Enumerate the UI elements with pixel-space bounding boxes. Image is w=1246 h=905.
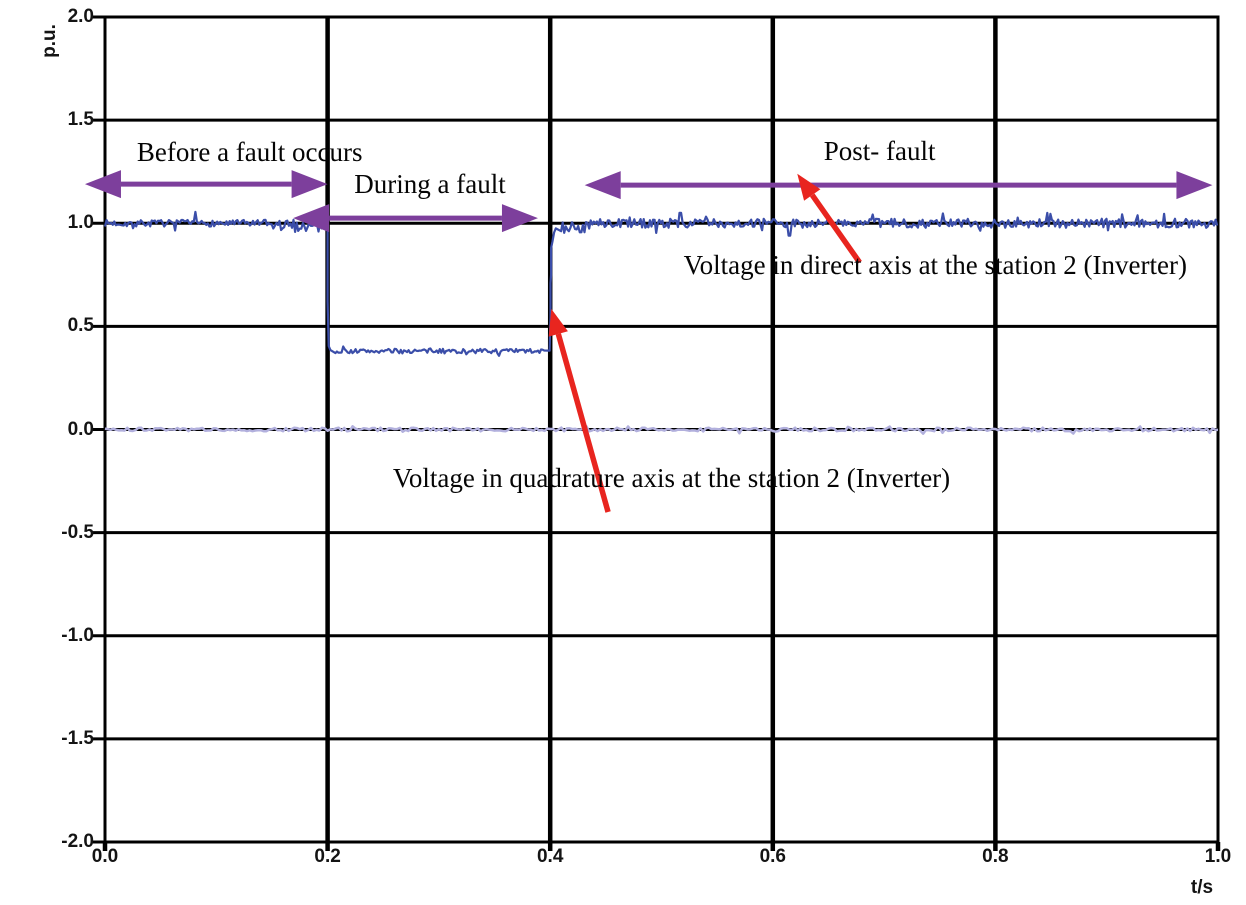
y-tick-label: 2.0 bbox=[67, 6, 94, 27]
direct-axis-pointer-arrow-head bbox=[797, 173, 821, 201]
x-tick-label: 1.0 bbox=[1204, 846, 1232, 867]
x-axis-title: t/s bbox=[1190, 877, 1214, 898]
during-fault-span-arrow-head bbox=[293, 204, 330, 233]
annotation-before-fault: Before a fault occurs bbox=[136, 137, 363, 168]
annotation-direct-axis-caption: Voltage in direct axis at the station 2 … bbox=[683, 249, 1187, 280]
before-fault-span-arrow-head bbox=[291, 170, 328, 199]
x-tick-label: 0.2 bbox=[314, 846, 341, 867]
y-tick-label: 0.5 bbox=[67, 315, 94, 337]
y-tick-label: -1.0 bbox=[61, 624, 94, 646]
annotation-post-fault: Post- fault bbox=[823, 136, 936, 167]
y-tick-label: -2.0 bbox=[61, 831, 94, 852]
direct-axis-pointer-arrow-shaft bbox=[809, 193, 862, 265]
y-tick-label: -0.5 bbox=[61, 521, 94, 543]
annotation-during-fault: During a fault bbox=[354, 169, 506, 200]
x-tick-label: 0.8 bbox=[982, 846, 1009, 867]
x-tick-label: 0.4 bbox=[536, 846, 564, 867]
post-fault-span-arrow-head bbox=[1176, 171, 1213, 200]
during-fault-span-arrow-head bbox=[501, 204, 538, 233]
x-tick-label: 0.6 bbox=[759, 846, 786, 867]
quadrature-axis-pointer-arrow-head bbox=[548, 308, 568, 337]
y-tick-label: 0.0 bbox=[67, 418, 94, 440]
y-tick-label: -1.5 bbox=[61, 727, 94, 749]
quadrature-axis-series bbox=[104, 425, 1219, 435]
post-fault-span-arrow-head bbox=[584, 171, 621, 200]
y-tick-label: 1.0 bbox=[67, 212, 94, 234]
before-fault-span-arrow-head bbox=[84, 170, 121, 199]
annotation-quadrature-axis-caption: Voltage in quadrature axis at the statio… bbox=[392, 462, 951, 493]
quadrature-axis-pointer-arrow-shaft bbox=[555, 333, 611, 513]
x-tick-label: 0.0 bbox=[91, 846, 119, 867]
y-tick-label: 1.5 bbox=[67, 109, 94, 131]
direct-axis-series bbox=[103, 210, 1219, 357]
